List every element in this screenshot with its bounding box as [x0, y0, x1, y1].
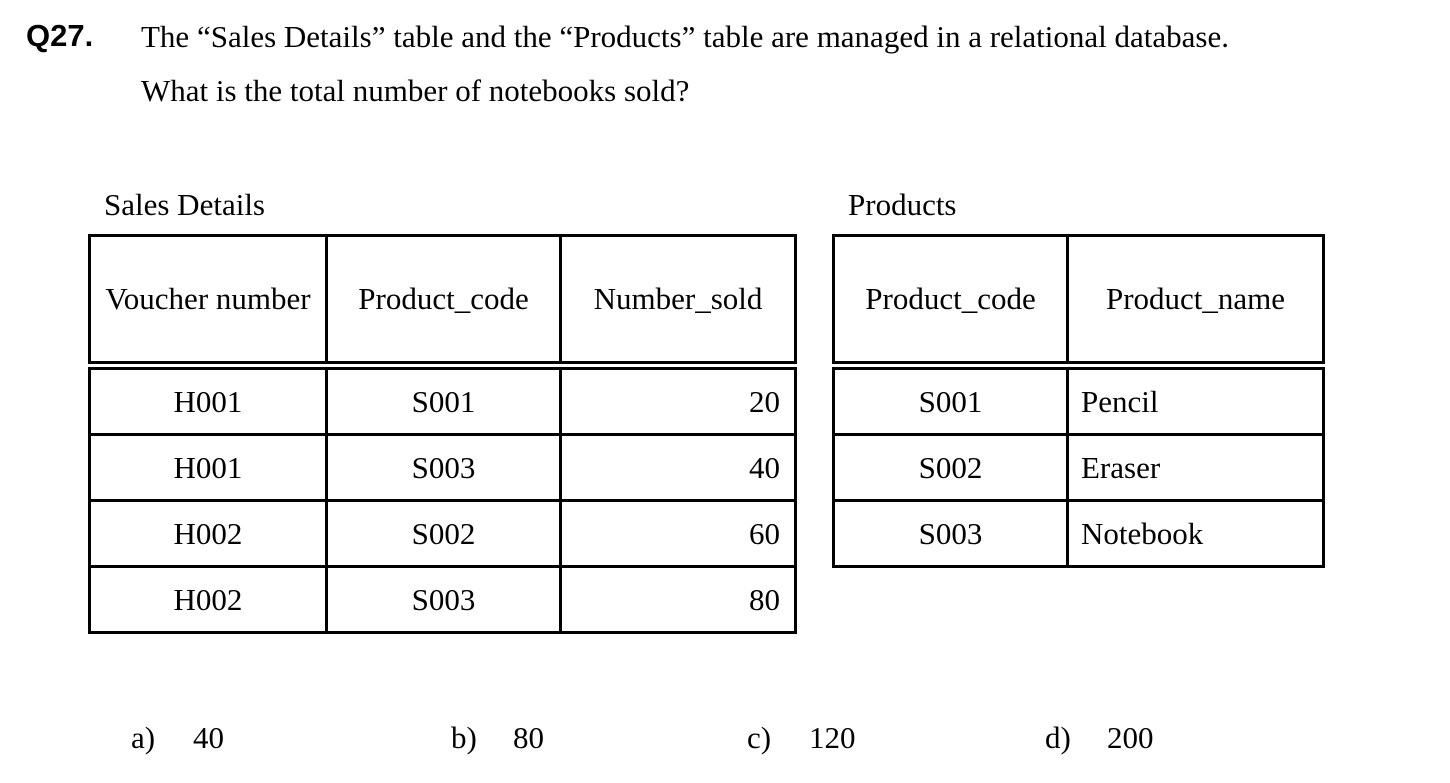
choice-label: a): [131, 720, 156, 755]
table-header-row: Voucher number Product_code Number_sold: [88, 234, 797, 370]
table-row: H001 S003 40: [88, 433, 797, 502]
choice-label: c): [747, 720, 772, 755]
number-sold-cell: 60: [559, 499, 797, 568]
table-row: H001 S001 20: [88, 364, 797, 436]
product-code-cell: S003: [325, 565, 562, 634]
product-name-cell: Notebook: [1066, 499, 1325, 568]
product-code-cell: S003: [325, 433, 562, 502]
voucher-number-cell: H001: [88, 433, 328, 502]
choice-a[interactable]: a) 40: [131, 720, 224, 756]
voucher-number-cell: H002: [88, 499, 328, 568]
products-caption: Products: [848, 187, 957, 222]
product-code-cell: S001: [832, 364, 1069, 436]
choice-value: 80: [513, 720, 544, 755]
question-text-line-2: What is the total number of notebooks so…: [141, 73, 690, 108]
choice-label: d): [1045, 720, 1071, 755]
header-product-code: Product_code: [832, 234, 1069, 370]
header-number-sold: Number_sold: [559, 234, 797, 370]
table-header-row: Product_code Product_name: [832, 234, 1325, 370]
products-table: Product_code Product_name S001 Pencil S0…: [832, 234, 1325, 568]
choice-b[interactable]: b) 80: [451, 720, 544, 756]
number-sold-cell: 80: [559, 565, 797, 634]
product-code-cell: S002: [832, 433, 1069, 502]
product-code-cell: S002: [325, 499, 562, 568]
question-number: Q27.: [26, 18, 94, 53]
table-row: S002 Eraser: [832, 433, 1325, 502]
header-voucher-number: Voucher number: [88, 234, 328, 370]
sales-details-table: Voucher number Product_code Number_sold …: [88, 234, 797, 634]
product-name-cell: Eraser: [1066, 433, 1325, 502]
product-code-cell: S003: [832, 499, 1069, 568]
number-sold-cell: 40: [559, 433, 797, 502]
table-row: H002 S002 60: [88, 499, 797, 568]
number-sold-cell: 20: [559, 364, 797, 436]
product-code-cell: S001: [325, 364, 562, 436]
table-row: S003 Notebook: [832, 499, 1325, 568]
product-name-cell: Pencil: [1066, 364, 1325, 436]
question-text-line-1: The “Sales Details” table and the “Produ…: [141, 19, 1229, 54]
choice-d[interactable]: d) 200: [1045, 720, 1154, 756]
header-product-name: Product_name: [1066, 234, 1325, 370]
choice-value: 200: [1107, 720, 1154, 755]
voucher-number-cell: H001: [88, 364, 328, 436]
table-row: S001 Pencil: [832, 364, 1325, 436]
choice-label: b): [451, 720, 477, 755]
choice-value: 40: [193, 720, 224, 755]
choice-c[interactable]: c) 120: [747, 720, 856, 756]
sales-details-caption: Sales Details: [104, 187, 265, 222]
header-product-code: Product_code: [325, 234, 562, 370]
voucher-number-cell: H002: [88, 565, 328, 634]
table-row: H002 S003 80: [88, 565, 797, 634]
choice-value: 120: [809, 720, 856, 755]
